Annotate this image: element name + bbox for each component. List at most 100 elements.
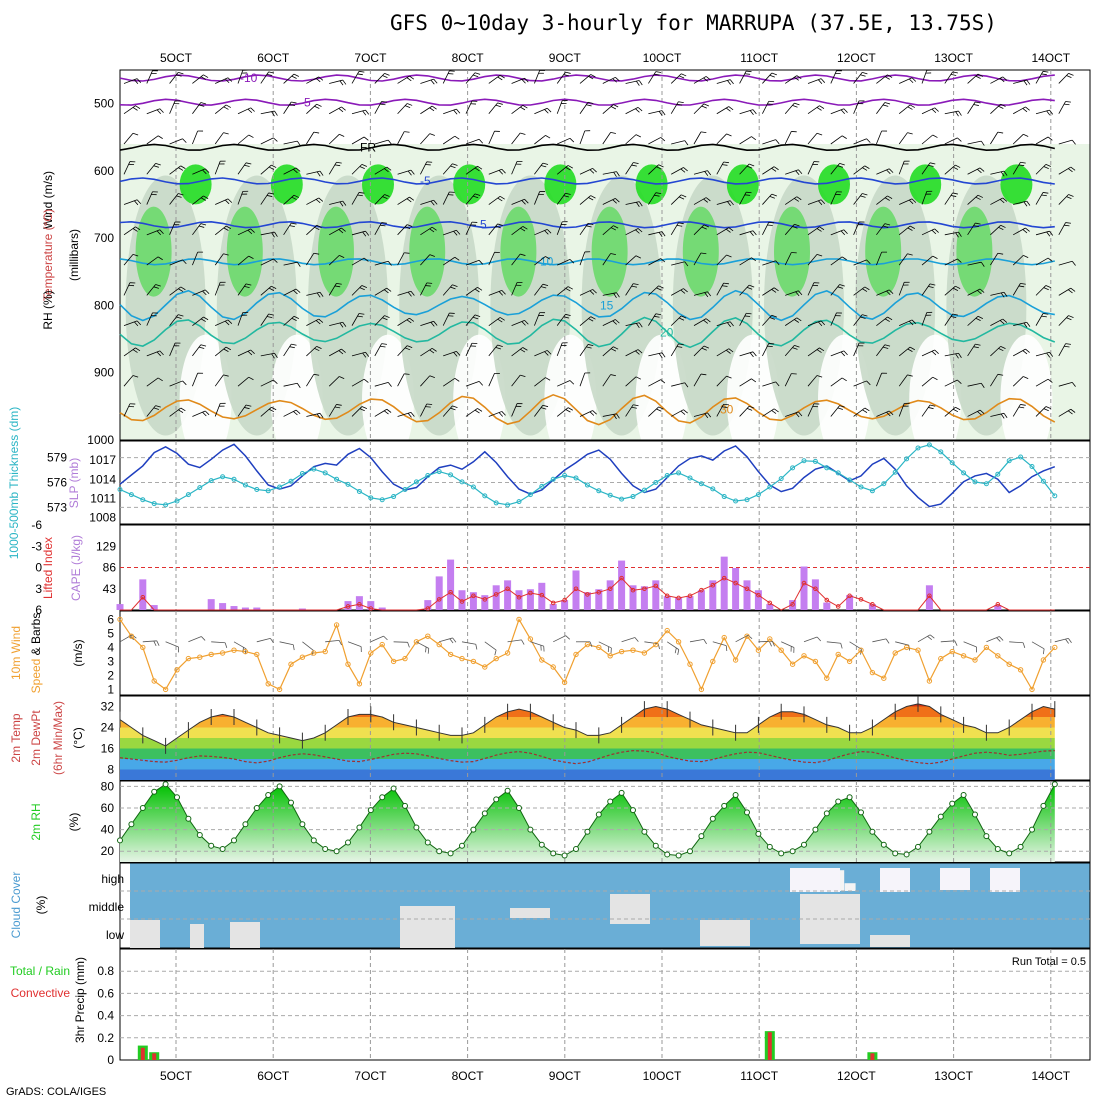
- wind-barb: [465, 193, 481, 205]
- wind-barb-feather: [225, 104, 231, 108]
- label-wind: Wind (m/s): [41, 171, 55, 229]
- wind-barb-feather: [999, 199, 1005, 204]
- wind-barb-staff: [465, 138, 480, 145]
- wind-barb-feather: [884, 318, 890, 322]
- wind-barb-staff: [602, 292, 617, 296]
- slp-point: [277, 484, 283, 490]
- wind-barb-feather: [450, 286, 456, 290]
- rh-core: [774, 206, 810, 297]
- wind-barb: [420, 347, 437, 357]
- slp-point: [425, 472, 431, 478]
- wind-barb-staff: [990, 197, 1003, 205]
- wind-barb: [876, 195, 893, 205]
- wind-barb-feather: [952, 192, 958, 195]
- wind-barb-staff: [716, 404, 724, 417]
- wind-barb-staff: [123, 347, 136, 357]
- slp-point: [938, 449, 944, 455]
- wind-barb-feather: [839, 163, 845, 166]
- wind-barb: [807, 199, 826, 206]
- wind-barb-feather: [128, 284, 135, 287]
- wind-barb-feather: [1020, 282, 1026, 285]
- rh2m-point: [664, 851, 671, 858]
- wind-barb-feather: [223, 348, 229, 352]
- precip-tick: 0.2: [97, 1031, 114, 1045]
- rh-core: [318, 206, 354, 297]
- wind-barb-feather: [227, 198, 233, 203]
- wind-barb-staff: [192, 130, 199, 145]
- x-tick-top: 12OCT: [837, 51, 876, 65]
- wind-barb-feather: [153, 640, 157, 647]
- wind-barb: [556, 221, 568, 235]
- wind-barb-staff: [602, 253, 611, 266]
- wind-barb: [146, 312, 158, 326]
- wind-barb: [921, 162, 936, 175]
- wind-barb-feather: [816, 132, 823, 136]
- wind-barb-feather: [151, 315, 157, 317]
- wind-speed-point: [710, 658, 716, 665]
- wind-barb: [579, 344, 594, 357]
- wind-barb: [898, 402, 910, 417]
- wind-barb-staff: [716, 375, 727, 387]
- wind-barb-feather: [409, 75, 415, 80]
- wind-barb-feather: [274, 231, 278, 237]
- cloud-patch: [610, 894, 650, 924]
- wind-barb: [283, 288, 301, 296]
- x-tick-top: 7OCT: [354, 51, 387, 65]
- wind-barb-feather: [384, 73, 390, 76]
- wind-barb: [347, 641, 362, 652]
- wind-barb-feather: [524, 320, 529, 325]
- rh-peak: [453, 164, 486, 205]
- rh2m-point: [139, 805, 146, 811]
- cape-bar: [378, 607, 386, 610]
- wind-barb-feather: [841, 377, 847, 382]
- isotherm-label: 30: [720, 403, 734, 417]
- wind-barb-feather: [977, 290, 982, 295]
- wind-barb-staff: [830, 256, 843, 266]
- wind-barb-feather: [864, 286, 870, 291]
- wind-barb: [488, 411, 506, 417]
- wind-barb-staff: [762, 72, 773, 84]
- wind-barb: [1013, 321, 1031, 328]
- wind-barb-feather: [383, 168, 389, 173]
- wind-barb-feather: [498, 412, 504, 417]
- wind-barb: [967, 101, 981, 114]
- wind-barb-staff: [237, 134, 249, 145]
- wind-barb-feather: [357, 73, 363, 76]
- wind-barb-feather: [474, 409, 480, 414]
- wind-barb: [625, 322, 643, 329]
- wind-barb-staff: [602, 198, 616, 205]
- wind-barb: [876, 223, 891, 236]
- wind-barb-feather: [501, 290, 506, 295]
- wind-barb-staff: [666, 641, 680, 650]
- wind-barb-staff: [625, 80, 640, 84]
- wind-barb-feather: [336, 161, 342, 164]
- wind-barb-feather: [383, 289, 389, 294]
- wind-barb-feather: [840, 109, 846, 115]
- wind-barb-feather: [219, 405, 225, 407]
- wind-barb-feather: [1018, 285, 1025, 288]
- wind-barb: [534, 283, 549, 296]
- wind-barb-staff: [826, 641, 841, 644]
- wind-barb-feather: [173, 103, 180, 105]
- rh2m-point: [846, 794, 853, 801]
- wind-barb-feather: [291, 317, 297, 322]
- wind-barb-staff: [739, 313, 747, 326]
- wind-barb-feather: [336, 282, 342, 285]
- wind-tick: 3: [107, 654, 114, 668]
- wind-speed-point: [425, 633, 431, 639]
- wind-barb-staff: [192, 373, 199, 387]
- wind-barb: [853, 259, 871, 266]
- wind-barb-feather: [426, 282, 433, 284]
- wind-barb-staff: [123, 226, 136, 236]
- wind-barb-feather: [726, 254, 732, 258]
- wind-barb-feather: [248, 134, 254, 138]
- wind-barb-staff: [420, 78, 434, 84]
- wind-barb: [1013, 200, 1031, 207]
- wind-barb-staff: [716, 348, 730, 357]
- wind-barb-staff: [898, 282, 905, 296]
- wind-barb-feather: [407, 224, 413, 227]
- wind-barb-feather: [680, 289, 686, 294]
- wind-barb-feather: [497, 344, 503, 348]
- wind-barb-staff: [967, 382, 982, 387]
- wind-barb: [556, 71, 571, 84]
